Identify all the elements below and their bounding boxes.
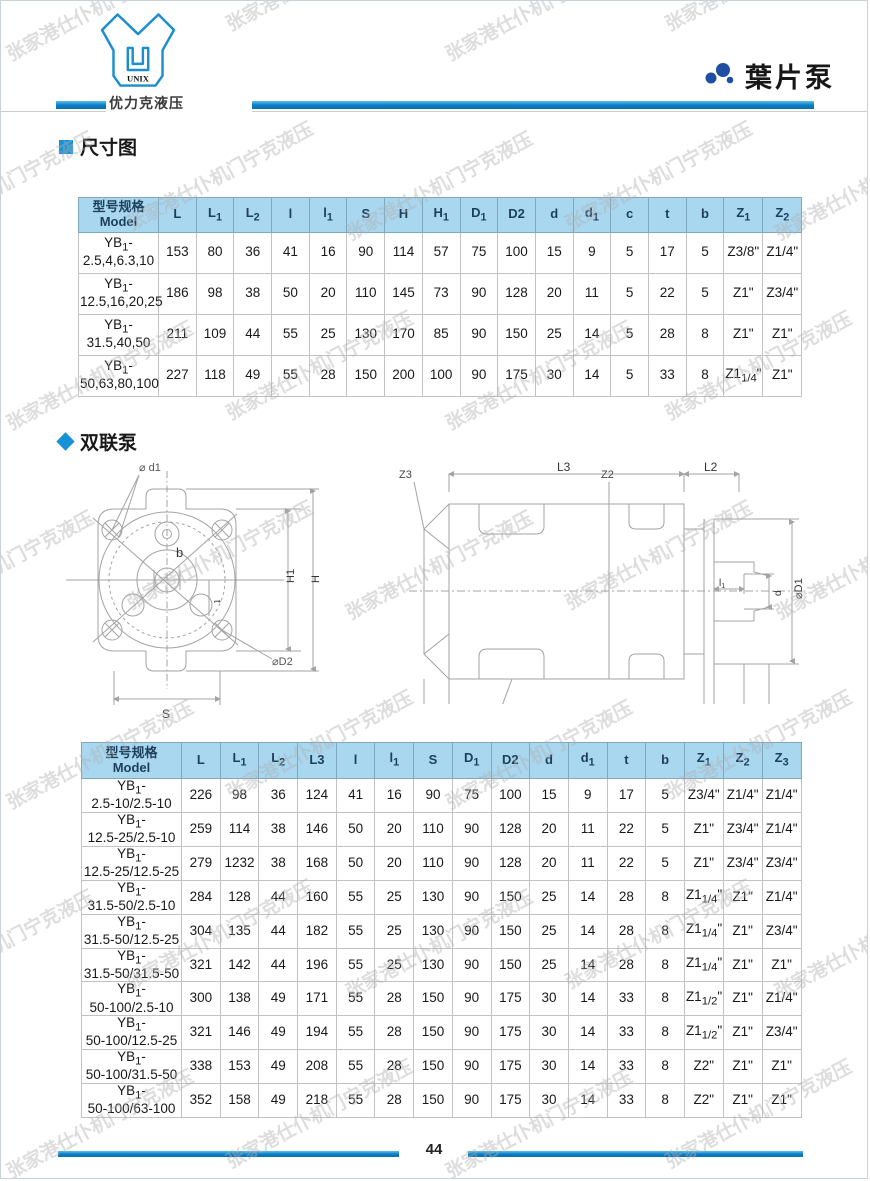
svg-text:Z2: Z2 — [601, 469, 614, 481]
svg-text:⌀D2: ⌀D2 — [272, 656, 293, 668]
svg-text:S: S — [162, 707, 170, 721]
svg-text:H: H — [310, 575, 322, 583]
svg-text:Z3: Z3 — [399, 469, 412, 481]
svg-text:b: b — [176, 545, 183, 560]
svg-text:⌀D1: ⌀D1 — [793, 578, 805, 599]
svg-text:L2: L2 — [704, 460, 718, 474]
svg-text:t: t — [211, 600, 222, 603]
svg-text:L3: L3 — [557, 460, 571, 474]
svg-text:⌀ d1: ⌀ d1 — [139, 462, 161, 474]
svg-text:d: d — [773, 590, 784, 596]
svg-text:l1: l1 — [719, 578, 725, 590]
svg-text:UNIX: UNIX — [127, 73, 150, 83]
svg-text:H1: H1 — [285, 569, 297, 583]
